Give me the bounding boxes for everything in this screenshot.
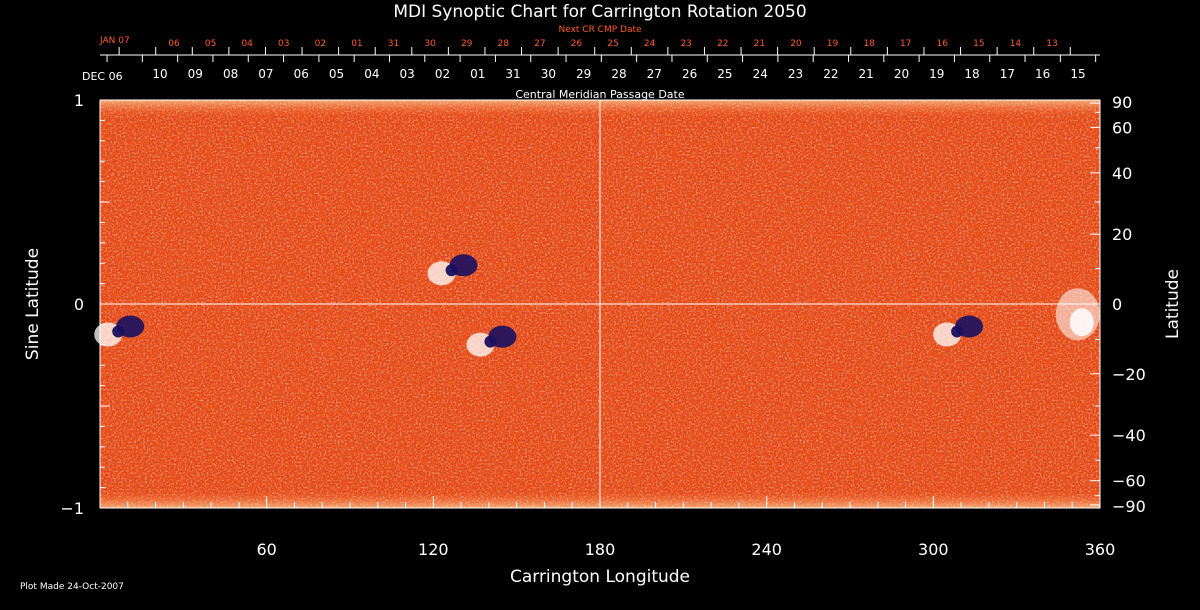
negative-patch <box>445 264 458 277</box>
plot-made-note: Plot Made 24-Oct-2007 <box>20 582 124 592</box>
cmp-axis-start-label: DEC 06 <box>82 70 123 83</box>
cmp-tick-label: 26 <box>682 67 697 81</box>
cmp-tick-label: 05 <box>329 67 344 81</box>
positive-patch <box>1069 308 1094 337</box>
x-axis: 60 120 180 240 300 360 <box>99 496 1116 559</box>
next-cmp-tick-label: 21 <box>754 39 765 49</box>
next-cmp-tick-label: 22 <box>717 39 728 49</box>
x-tick-label: 360 <box>1085 540 1116 559</box>
cmp-tick-label: 31 <box>505 67 520 81</box>
next-cmp-axis-start-label: JAN 07 <box>99 36 130 46</box>
next-cmp-tick-label: 03 <box>278 39 289 49</box>
cmp-tick-label: 15 <box>1070 67 1085 81</box>
cmp-tick-label: 23 <box>788 67 803 81</box>
y-right-tick-label: −40 <box>1112 426 1146 445</box>
y-left-tick-label: 0 <box>74 295 84 314</box>
active-region <box>466 325 517 357</box>
x-axis-label: Carrington Longitude <box>510 567 690 587</box>
y-axis-right-label: Latitude <box>1163 269 1183 339</box>
negative-patch <box>951 325 964 338</box>
next-cmp-tick-label: 23 <box>680 39 691 49</box>
cmp-tick-label: 06 <box>294 67 309 81</box>
next-cmp-date-axis: 06 05 04 03 02 01 31 30 29 28 27 26 25 24 23 22 21 20 19 18… <box>118 39 1071 55</box>
cmp-tick-label: 09 <box>188 67 203 81</box>
y-right-tick-label: 20 <box>1112 225 1132 244</box>
next-cmp-tick-label: 20 <box>790 39 802 49</box>
next-cmp-tick-label: 18 <box>863 39 875 49</box>
cmp-tick-label: 18 <box>964 67 979 81</box>
y-left-tick-label: 1 <box>74 91 84 110</box>
x-tick-label: 240 <box>751 540 782 559</box>
chart-title: MDI Synoptic Chart for Carrington Rotati… <box>393 2 806 22</box>
cmp-tick-label: 04 <box>364 67 379 81</box>
next-cmp-tick-label: 19 <box>827 39 839 49</box>
next-cmp-tick-label: 30 <box>424 39 436 49</box>
next-cmp-axis-label: Next CR CMP Date <box>558 25 642 35</box>
y-axis-left-label: Sine Latitude <box>23 248 43 360</box>
next-cmp-tick-label: 27 <box>534 39 545 49</box>
next-cmp-tick-label: 26 <box>571 39 583 49</box>
active-region <box>427 254 478 286</box>
cmp-tick-label: 01 <box>470 67 485 81</box>
next-cmp-tick-label: 29 <box>461 39 473 49</box>
y-right-tick-label: −60 <box>1112 472 1146 491</box>
cmp-tick-label: 25 <box>717 67 732 81</box>
x-tick-label: 180 <box>585 540 616 559</box>
cmp-tick-label: 20 <box>894 67 909 81</box>
cmp-tick-label: 02 <box>435 67 450 81</box>
next-cmp-tick-label: 05 <box>205 39 216 49</box>
cmp-tick-label: 27 <box>647 67 662 81</box>
next-cmp-tick-label: 16 <box>937 39 949 49</box>
cmp-date-axis: 10 09 08 07 06 05 04 03 02 01 31 30 29 28 27 26 25 24 23 22… <box>100 54 1100 81</box>
cmp-tick-label: 08 <box>223 67 238 81</box>
active-region <box>933 315 984 347</box>
grid-lines <box>100 100 1100 508</box>
cmp-tick-label: 16 <box>1035 67 1050 81</box>
cmp-tick-label: 30 <box>541 67 556 81</box>
y-axis-left: 1 0 −1 <box>60 91 110 518</box>
cmp-tick-label: 17 <box>1000 67 1015 81</box>
y-axis-right: 90 60 40 20 0 −20 −40 −60 −90 <box>1090 93 1146 516</box>
cmp-tick-label: 03 <box>400 67 415 81</box>
cmp-tick-label: 22 <box>823 67 838 81</box>
y-right-tick-label: 60 <box>1112 118 1132 137</box>
next-cmp-tick-label: 02 <box>315 39 326 49</box>
y-right-tick-label: −20 <box>1112 365 1146 384</box>
y-right-tick-label: 0 <box>1112 295 1122 314</box>
y-right-tick-label: 90 <box>1112 93 1132 112</box>
x-tick-label: 60 <box>256 540 276 559</box>
active-region <box>94 315 145 347</box>
cmp-tick-label: 21 <box>859 67 874 81</box>
next-cmp-tick-label: 25 <box>607 39 618 49</box>
next-cmp-tick-label: 04 <box>241 39 253 49</box>
negative-patch <box>112 325 125 338</box>
cmp-tick-label: 07 <box>258 67 273 81</box>
y-right-tick-label: −90 <box>1112 497 1146 516</box>
next-cmp-tick-label: 14 <box>1010 39 1022 49</box>
cmp-tick-label: 24 <box>753 67 768 81</box>
negative-patch <box>484 335 497 348</box>
next-cmp-tick-label: 28 <box>498 39 510 49</box>
y-left-tick-label: −1 <box>60 499 84 518</box>
cmp-tick-label: 29 <box>576 67 591 81</box>
x-tick-label: 120 <box>418 540 449 559</box>
cmp-axis-label: Central Meridian Passage Date <box>515 88 684 101</box>
cmp-tick-label: 28 <box>611 67 626 81</box>
cmp-tick-label: 10 <box>152 67 167 81</box>
y-right-tick-label: 40 <box>1112 164 1132 183</box>
x-tick-label: 300 <box>918 540 949 559</box>
next-cmp-tick-label: 13 <box>1046 39 1057 49</box>
next-cmp-tick-label: 01 <box>351 39 362 49</box>
active-region <box>1055 288 1100 341</box>
next-cmp-tick-label: 06 <box>168 39 180 49</box>
next-cmp-tick-label: 31 <box>388 39 399 49</box>
cmp-tick-label: 19 <box>929 67 944 81</box>
next-cmp-tick-label: 17 <box>900 39 911 49</box>
next-cmp-tick-label: 15 <box>973 39 984 49</box>
next-cmp-tick-label: 24 <box>644 39 656 49</box>
